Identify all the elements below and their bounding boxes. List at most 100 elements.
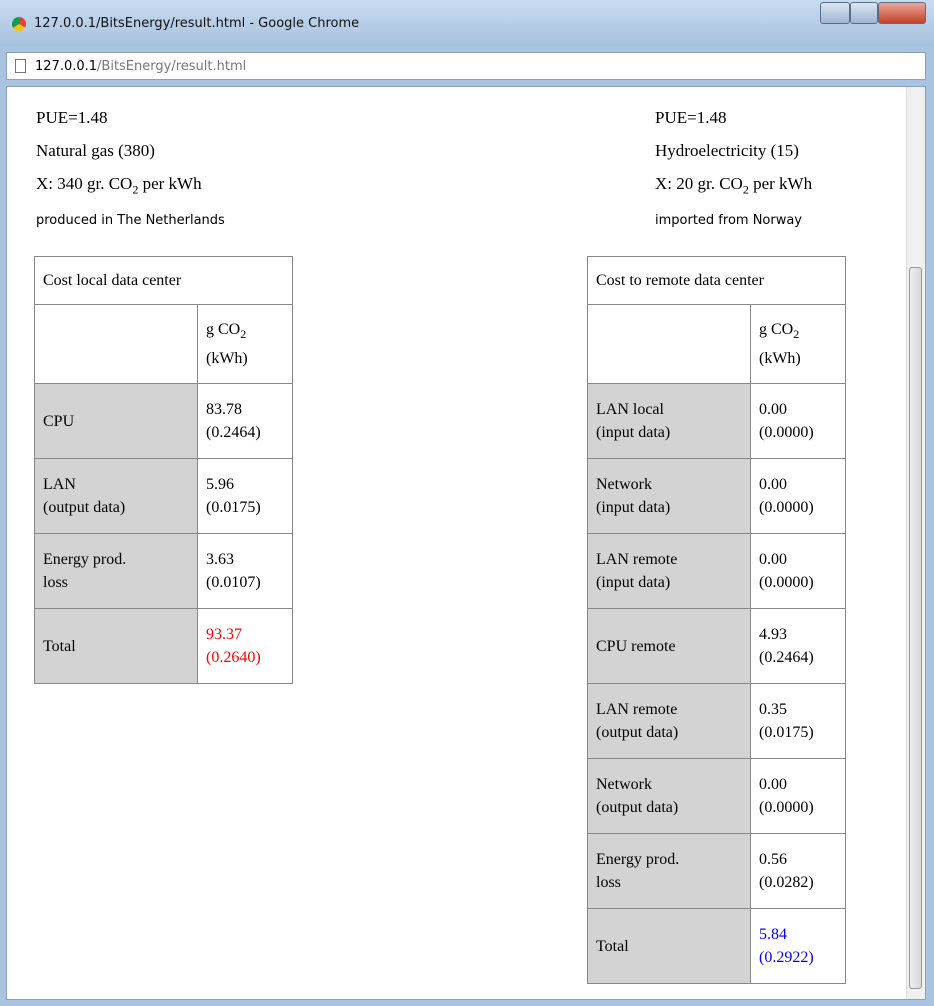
row-value: 3.63 (0.0107)	[197, 533, 293, 609]
subscript: 2	[240, 327, 247, 342]
row-value: 93.37 (0.2640)	[197, 608, 293, 684]
unit-header: g CO2 (kWh)	[750, 304, 846, 384]
value-line: 5.84	[759, 926, 787, 943]
row-value: 0.00 (0.0000)	[750, 458, 846, 534]
energy-source: Natural gas (380)	[36, 141, 155, 160]
value-line: 0.35	[759, 701, 787, 718]
text: X: 340 gr. CO	[36, 174, 133, 193]
row-label: CPU remote	[587, 608, 751, 684]
scrollbar[interactable]	[906, 87, 925, 999]
label-line: loss	[43, 574, 68, 591]
cost-row: Network (output data) 0.00 (0.0000)	[587, 758, 846, 834]
row-label: Energy prod. loss	[587, 833, 751, 909]
cost-row: LAN remote (output data) 0.35 (0.0175)	[587, 683, 846, 759]
emission-factor: X: 20 gr. CO2 per kWh	[655, 167, 812, 206]
row-value: 5.96 (0.0175)	[197, 458, 293, 534]
label-line: (input data)	[596, 424, 671, 441]
label-line: Total	[43, 637, 76, 655]
value-line: 93.37	[206, 626, 242, 643]
label-line: LAN	[43, 476, 76, 493]
value-line: (0.0107)	[206, 574, 261, 591]
url-host: 127.0.0.1	[35, 59, 98, 74]
table-title-row: Cost local data center	[34, 256, 293, 305]
scroll-thumb[interactable]	[909, 267, 922, 989]
emission-factor: X: 340 gr. CO2 per kWh	[36, 167, 225, 206]
page-content: PUE=1.48 Natural gas (380) X: 340 gr. CO2 …	[6, 86, 926, 1000]
label-line: CPU	[43, 412, 75, 430]
value-line: 0.56	[759, 851, 787, 868]
label-line: loss	[596, 874, 621, 891]
unit-row: g CO2 (kWh)	[34, 304, 293, 384]
row-label: LAN (output data)	[34, 458, 198, 534]
cost-row: CPU 83.78 (0.2464)	[34, 383, 293, 459]
close-button[interactable]	[878, 2, 926, 24]
value-line: (0.2922)	[759, 949, 814, 966]
label-line: (input data)	[596, 574, 671, 591]
text: (kWh)	[759, 349, 801, 367]
cost-table: Cost local data center g CO2 (kWh) CPU 83.78…	[34, 256, 293, 684]
label-line: LAN remote	[596, 701, 678, 718]
row-label: Network (output data)	[587, 758, 751, 834]
cost-row: CPU remote 4.93 (0.2464)	[587, 608, 846, 684]
value-line: (0.2464)	[759, 649, 814, 666]
pue: PUE=1.48	[655, 108, 727, 127]
page-icon	[15, 59, 26, 73]
label-line: Network	[596, 476, 652, 493]
value-line: (0.2640)	[206, 649, 261, 666]
cost-row: Network (input data) 0.00 (0.0000)	[587, 458, 846, 534]
label-line: (output data)	[43, 499, 126, 516]
text: (kWh)	[206, 349, 248, 367]
value-line: (0.0000)	[759, 574, 814, 591]
label-line: (output data)	[596, 724, 679, 741]
origin: produced in The Netherlands	[36, 213, 225, 229]
unit-row: g CO2 (kWh)	[587, 304, 846, 384]
row-value: 0.35 (0.0175)	[750, 683, 846, 759]
row-label: LAN remote (input data)	[587, 533, 751, 609]
label-line: (output data)	[596, 799, 679, 816]
label-line: Energy prod.	[43, 551, 127, 568]
value-line: 83.78	[206, 401, 242, 418]
text: per kWh	[138, 174, 202, 193]
value-line: 0.00	[759, 476, 787, 493]
window-title: 127.0.0.1/BitsEnergy/result.html - Googl…	[34, 16, 360, 31]
row-value: 0.00 (0.0000)	[750, 383, 846, 459]
label-line: Network	[596, 776, 652, 793]
origin: imported from Norway	[655, 213, 803, 229]
value-line: (0.0000)	[759, 799, 814, 816]
label-line: LAN local	[596, 401, 664, 418]
row-value: 0.00 (0.0000)	[750, 758, 846, 834]
site-info: PUE=1.48 Natural gas (380) X: 340 gr. CO2 …	[36, 101, 225, 236]
cost-row: Total 5.84 (0.2922)	[587, 908, 846, 984]
subscript: 2	[132, 182, 139, 197]
cost-row: LAN remote (input data) 0.00 (0.0000)	[587, 533, 846, 609]
text: per kWh	[748, 174, 813, 193]
window-controls	[820, 2, 926, 24]
minimize-button[interactable]	[820, 2, 850, 24]
row-label: Total	[34, 608, 198, 684]
value-line: 0.00	[759, 401, 787, 418]
label-line: CPU remote	[596, 637, 676, 655]
row-value: 83.78 (0.2464)	[197, 383, 293, 459]
value-line: (0.0175)	[206, 499, 261, 516]
row-label: LAN remote (output data)	[587, 683, 751, 759]
row-label: Total	[587, 908, 751, 984]
browser-icon	[12, 17, 26, 31]
empty-cell	[34, 304, 198, 384]
cost-row: LAN local (input data) 0.00 (0.0000)	[587, 383, 846, 459]
value-line: (0.0000)	[759, 424, 814, 441]
row-label: Network (input data)	[587, 458, 751, 534]
value-line: (0.0175)	[759, 724, 814, 741]
energy-source: Hydroelectricity (15)	[655, 141, 799, 160]
text: g CO	[759, 321, 794, 339]
cost-row: Energy prod. loss 0.56 (0.0282)	[587, 833, 846, 909]
address-bar[interactable]: 127.0.0.1/BitsEnergy/result.html	[6, 52, 926, 80]
maximize-button[interactable]	[850, 2, 878, 24]
label-line: LAN remote	[596, 551, 678, 568]
value-line: 3.63	[206, 551, 234, 568]
value-line: 4.93	[759, 626, 787, 643]
row-label: Energy prod. loss	[34, 533, 198, 609]
site-info: PUE=1.48 Hydroelectricity (15) X: 20 gr. C…	[655, 101, 812, 236]
url: 127.0.0.1/BitsEnergy/result.html	[35, 59, 246, 74]
subscript: 2	[793, 327, 800, 342]
unit-header: g CO2 (kWh)	[197, 304, 293, 384]
